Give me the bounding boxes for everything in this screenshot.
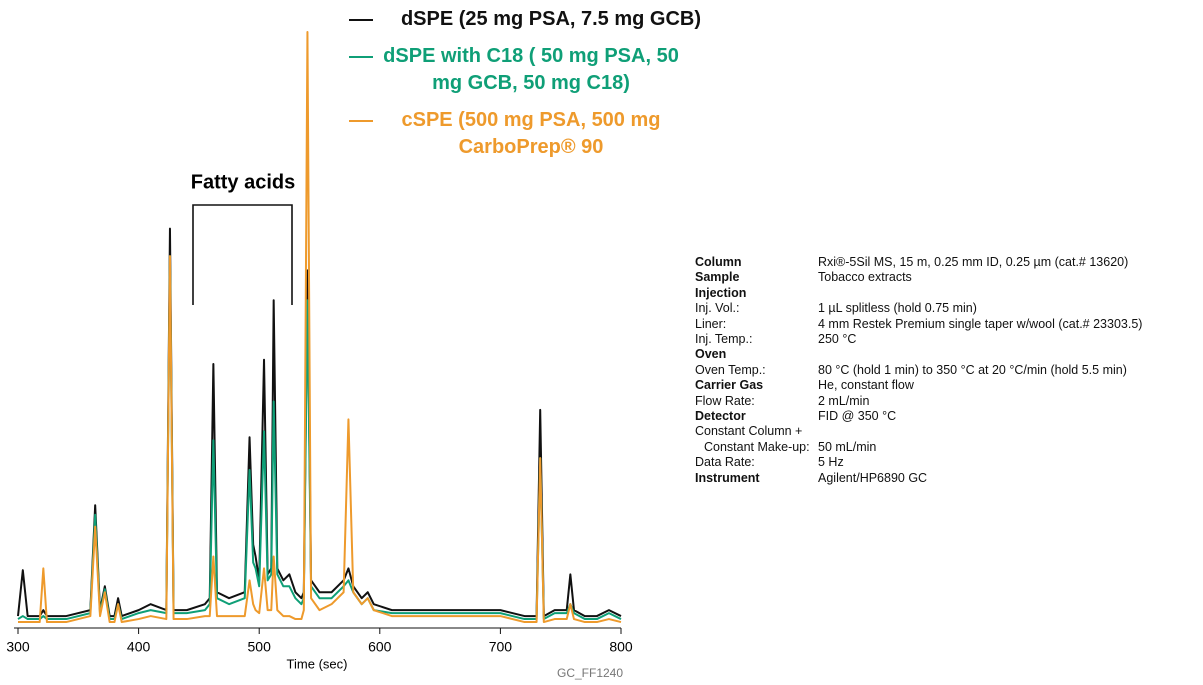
legend-marker <box>349 56 373 58</box>
condition-value: 80 °C (hold 1 min) to 350 °C at 20 °C/mi… <box>818 362 1127 377</box>
legend-label: cSPE (500 mg PSA, 500 mg CarboPrep® 90 <box>401 109 661 158</box>
condition-row: Data Rate: 5 Hz <box>695 455 1142 470</box>
series-line <box>17 255 622 621</box>
condition-value: Rxi®-5Sil MS, 15 m, 0.25 mm ID, 0.25 µm … <box>818 255 1129 269</box>
condition-row: Oven <box>695 347 1142 362</box>
condition-row: Oven Temp.: 80 °C (hold 1 min) to 350 °C … <box>695 363 1142 378</box>
annotation: Fatty acids <box>191 171 295 193</box>
condition-label: Oven Temp.: <box>695 362 766 377</box>
conditions: Column Rxi®-5Sil MS, 15 m, 0.25 mm ID, 0.… <box>695 255 1142 486</box>
condition-value: 5 Hz <box>818 455 844 470</box>
x-tick-label: 800 <box>609 639 633 655</box>
condition-row: Detector FID @ 350 °C <box>695 409 1142 424</box>
condition-label: Sample <box>695 270 740 285</box>
condition-row: Liner: 4 mm Restek Premium single taper w… <box>695 317 1142 332</box>
series-line <box>17 227 622 618</box>
condition-label: Oven <box>695 347 727 362</box>
condition-label: Injection <box>695 285 747 300</box>
condition-row: Column Rxi®-5Sil MS, 15 m, 0.25 mm ID, 0.… <box>695 255 1142 270</box>
condition-label: Inj. Temp.: <box>695 332 753 347</box>
legend-marker <box>349 19 373 21</box>
condition-label: Carrier Gas <box>695 378 764 393</box>
condition-label: Constant Column + <box>695 424 803 439</box>
legend-entry: dSPE with C18 ( 50 mg PSA, 50 mg GCB, 50… <box>345 43 721 97</box>
condition-label: Constant Make-up: <box>704 439 810 454</box>
condition-row: Carrier Gas He, constant flow <box>695 378 1142 393</box>
condition-label: Instrument <box>695 470 760 485</box>
legend-entry: dSPE (25 mg PSA, 7.5 mg GCB) <box>345 6 721 33</box>
legend-entry: cSPE (500 mg PSA, 500 mg CarboPrep® 90 <box>345 107 721 161</box>
condition-label: Data Rate: <box>695 455 755 470</box>
series-line <box>18 31 622 624</box>
condition-row: Flow Rate: 2 mL/min <box>695 394 1142 409</box>
condition-value: 2 mL/min <box>818 393 870 408</box>
x-tick-label: 400 <box>127 639 151 655</box>
condition-value: 1 µL splitless (hold 0.75 min) <box>818 301 977 316</box>
condition-value: Tobacco extracts <box>818 270 912 285</box>
legend-marker <box>349 120 373 122</box>
x-axis-label: Time (sec) <box>287 656 348 671</box>
figure-id: GC_FF1240 <box>557 666 623 680</box>
legend: dSPE (25 mg PSA, 7.5 mg GCB) dSPE with C1… <box>345 6 721 171</box>
condition-row: Constant Column + <box>695 424 1142 439</box>
condition-value: 50 mL/min <box>818 439 877 454</box>
condition-value: Agilent/HP6890 GC <box>818 470 928 485</box>
x-tick-label: 300 <box>6 639 30 655</box>
condition-row: Inj. Vol.: 1 µL splitless (hold 0.75 min) <box>695 301 1142 316</box>
legend-label: dSPE with C18 ( 50 mg PSA, 50 mg GCB, 50… <box>383 45 679 94</box>
condition-row: Constant Make-up: 50 mL/min <box>695 440 1142 455</box>
x-tick-label: 500 <box>248 639 272 655</box>
condition-value: 250 °C <box>818 332 857 347</box>
condition-value: FID @ 350 °C <box>818 409 897 424</box>
legend-label: dSPE (25 mg PSA, 7.5 mg GCB) <box>400 8 702 30</box>
condition-row: Sample Tobacco extracts <box>695 270 1142 285</box>
x-tick-label: 600 <box>368 639 392 655</box>
x-tick-label: 700 <box>489 639 513 655</box>
condition-row: Injection <box>695 286 1142 301</box>
condition-row: Inj. Temp.: 250 °C <box>695 332 1142 347</box>
condition-value: He, constant flow <box>818 378 914 393</box>
condition-value: 4 mm Restek Premium single taper w/wool … <box>818 316 1143 331</box>
condition-label: Detector <box>695 409 746 424</box>
condition-row: Instrument Agilent/HP6890 GC <box>695 471 1142 486</box>
bracket <box>192 204 293 305</box>
condition-label: Inj. Vol.: <box>695 301 740 316</box>
condition-label: Column <box>695 255 742 269</box>
condition-label: Liner: <box>695 316 727 331</box>
condition-label: Flow Rate: <box>695 393 755 408</box>
